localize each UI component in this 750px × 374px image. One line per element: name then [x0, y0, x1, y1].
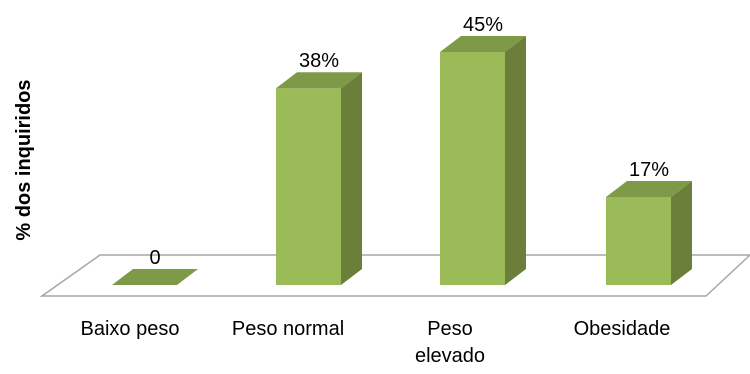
- bar: [440, 36, 526, 285]
- category-label: Peso normal: [232, 318, 344, 340]
- bar-top: [112, 269, 198, 285]
- bar-side: [671, 180, 692, 285]
- data-label: 45%: [463, 14, 503, 36]
- y-axis-label: % dos inquiridos: [13, 79, 35, 240]
- data-label: 38%: [299, 50, 339, 72]
- bar-side: [341, 72, 362, 285]
- bar-front: [606, 196, 671, 285]
- bar-front: [440, 52, 505, 285]
- labels-group: 0 Baixo peso 38% Peso normal 45% Peso elevado 1…: [81, 14, 671, 367]
- bar-top: [606, 180, 692, 197]
- data-label: 0: [149, 247, 160, 269]
- bar: [276, 72, 362, 285]
- bar-side: [505, 36, 526, 285]
- bar-front: [276, 88, 341, 285]
- category-label: Baixo peso: [81, 318, 180, 340]
- bar: [606, 180, 692, 285]
- bar: [112, 269, 198, 285]
- bar-top: [440, 36, 526, 52]
- bar-top: [276, 72, 362, 89]
- data-label: 17%: [629, 159, 669, 181]
- bars-group: [112, 36, 692, 285]
- category-label: Obesidade: [574, 318, 671, 340]
- chart-floor: [39, 254, 750, 297]
- category-label: Peso elevado: [415, 318, 485, 367]
